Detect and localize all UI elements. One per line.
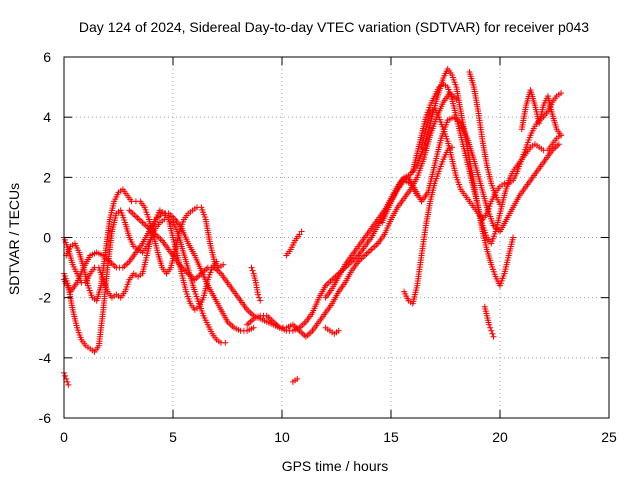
data-point [64, 378, 71, 385]
data-point [294, 375, 301, 382]
data-point [510, 234, 517, 241]
x-axis-label: GPS time / hours [282, 458, 389, 474]
x-tick-label: 15 [383, 429, 399, 445]
y-tick-label: -4 [39, 350, 52, 366]
series-trace-i [418, 90, 565, 223]
data-point [558, 132, 565, 139]
data-point [558, 90, 565, 97]
y-axis-label: SDTVAR / TECUs [6, 183, 22, 295]
data-point [213, 258, 220, 265]
series-trace-m [518, 87, 565, 139]
y-tick-label: 2 [43, 169, 51, 185]
data-point [256, 294, 263, 301]
data-point [296, 231, 303, 238]
data-point [488, 327, 495, 334]
series-trace-j [379, 114, 562, 235]
data-point [490, 333, 497, 340]
data-point [497, 201, 503, 208]
data-point [555, 141, 562, 148]
series-trace-o [248, 264, 264, 304]
x-tick-label: 0 [60, 429, 68, 445]
series-trace-e [126, 177, 421, 334]
y-tick-label: -2 [39, 290, 52, 306]
y-tick-label: -6 [39, 410, 52, 426]
data-point [65, 381, 72, 388]
data-point [487, 324, 494, 331]
data-point [220, 261, 227, 268]
axis-ticks [63, 56, 610, 419]
data-point [486, 321, 493, 328]
data-points [61, 66, 565, 388]
data-point [257, 297, 264, 304]
series-trace-s [322, 324, 342, 337]
data-point [335, 327, 342, 334]
data-point [489, 330, 496, 337]
data-point [298, 228, 305, 235]
y-tick-label: 4 [43, 109, 51, 125]
data-point [249, 267, 256, 274]
series-trace-l [466, 69, 503, 208]
data-point [62, 372, 69, 379]
tick-labels: 0 5 10 15 20 25 -6 -4 -2 0 2 4 6 [39, 49, 617, 445]
x-tick-label: 25 [601, 429, 617, 445]
data-point [222, 339, 229, 346]
data-point [255, 291, 262, 298]
chart-title: Day 124 of 2024, Sidereal Day-to-day VTE… [79, 19, 589, 35]
x-tick-label: 5 [169, 429, 177, 445]
y-tick-label: 6 [43, 49, 51, 65]
data-point [449, 144, 456, 151]
series-trace-n [481, 303, 497, 340]
series-trace-h [409, 81, 565, 247]
series-trace-p [283, 228, 305, 259]
series-trace-k [401, 144, 456, 307]
series-trace-d [61, 210, 257, 334]
data-point [250, 324, 257, 331]
x-tick-label: 10 [274, 429, 290, 445]
data-point [248, 264, 255, 271]
series-trace-r [289, 375, 301, 385]
x-tick-label: 20 [492, 429, 508, 445]
y-tick-label: 0 [43, 230, 51, 246]
